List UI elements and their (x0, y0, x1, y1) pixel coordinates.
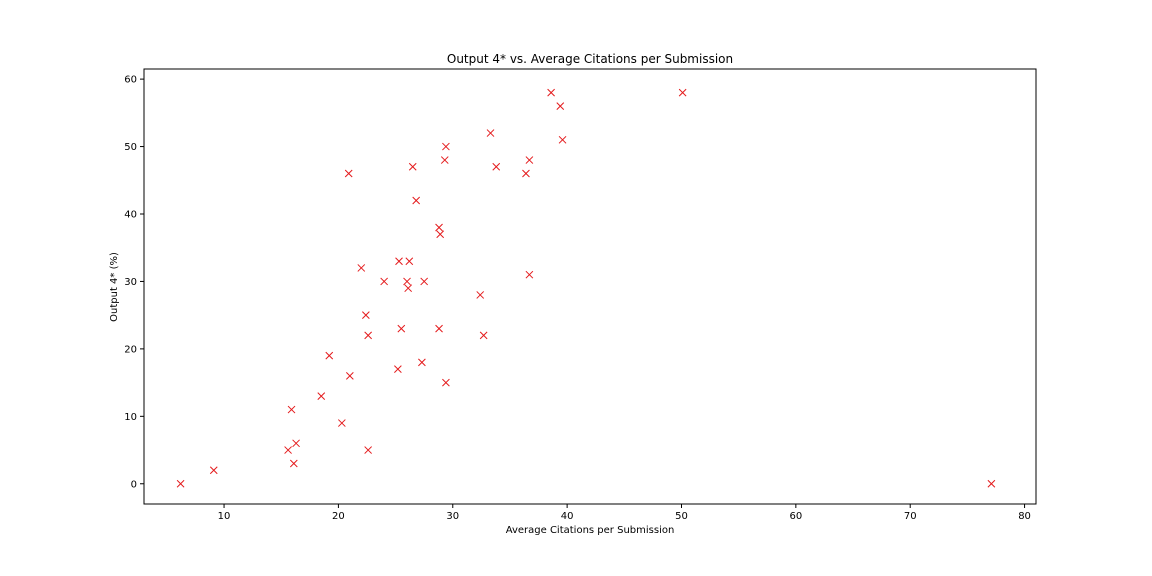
x-tick-label: 70 (904, 511, 917, 522)
scatter-point (403, 277, 411, 286)
y-tick-label: 30 (124, 277, 137, 288)
scatter-point (337, 419, 346, 427)
y-tick-label: 60 (124, 75, 137, 86)
x-tick-label: 30 (446, 511, 459, 522)
scatter-point (435, 223, 443, 232)
x-tick-label: 80 (1018, 511, 1031, 522)
scatter-point (558, 135, 567, 144)
scatter-point (522, 169, 530, 178)
scatter-point (380, 277, 389, 286)
x-tick-label: 10 (218, 511, 231, 522)
scatter-point (364, 331, 372, 340)
scatter-point (289, 459, 298, 468)
scatter-point (436, 230, 445, 239)
scatter-point (440, 156, 449, 164)
scatter-point (209, 466, 218, 475)
scatter-point (486, 129, 495, 137)
scatter-point (344, 169, 353, 178)
x-tick-label: 20 (332, 511, 345, 522)
scatter-point (405, 257, 414, 266)
x-axis-label: Average Citations per Submission (506, 525, 675, 536)
scatter-point (345, 372, 354, 380)
y-tick-label: 0 (131, 479, 137, 490)
scatter-point (404, 284, 413, 293)
scatter-point (292, 439, 300, 448)
y-tick-label: 10 (124, 412, 137, 423)
data-points (176, 88, 996, 488)
scatter-point (492, 162, 501, 171)
scatter-point (395, 257, 403, 266)
scatter-point (420, 277, 429, 286)
scatter-point (408, 162, 417, 171)
scatter-point (479, 331, 488, 340)
plot-frame (143, 68, 1037, 505)
x-tick-label: 60 (789, 511, 802, 522)
scatter-point (987, 479, 996, 488)
scatter-point (317, 392, 326, 400)
scatter-point (362, 311, 370, 320)
scatter-point (412, 196, 421, 205)
scatter-point (287, 405, 296, 414)
y-tick-label: 40 (124, 210, 137, 221)
y-axis-label: Output 4* (%) (109, 252, 120, 322)
scatter-point (325, 351, 334, 360)
y-axis: 0 10 20 30 40 50 60 (124, 75, 144, 490)
scatter-point (394, 365, 402, 373)
scatter-point (357, 264, 366, 272)
y-tick-label: 50 (124, 142, 137, 153)
scatter-point (418, 358, 426, 367)
scatter-point (364, 446, 372, 454)
x-tick-label: 40 (561, 511, 574, 522)
scatter-point (678, 88, 687, 97)
scatter-point (525, 156, 534, 164)
scatter-point (435, 324, 443, 333)
scatter-point (547, 88, 555, 97)
scatter-point (525, 270, 534, 279)
scatter-point (176, 479, 185, 488)
scatter-point (442, 378, 450, 387)
scatter-point (476, 291, 485, 299)
x-axis: 10 20 30 40 50 60 70 80 (218, 504, 1031, 522)
scatter-point (397, 324, 406, 333)
scatter-point (284, 446, 292, 454)
scatter-point (556, 102, 565, 110)
scatter-point (442, 142, 450, 151)
x-tick-label: 50 (675, 511, 688, 522)
plot-area (143, 68, 1037, 505)
chart-title: Output 4* vs. Average Citations per Subm… (447, 52, 733, 66)
y-tick-label: 20 (124, 344, 137, 355)
